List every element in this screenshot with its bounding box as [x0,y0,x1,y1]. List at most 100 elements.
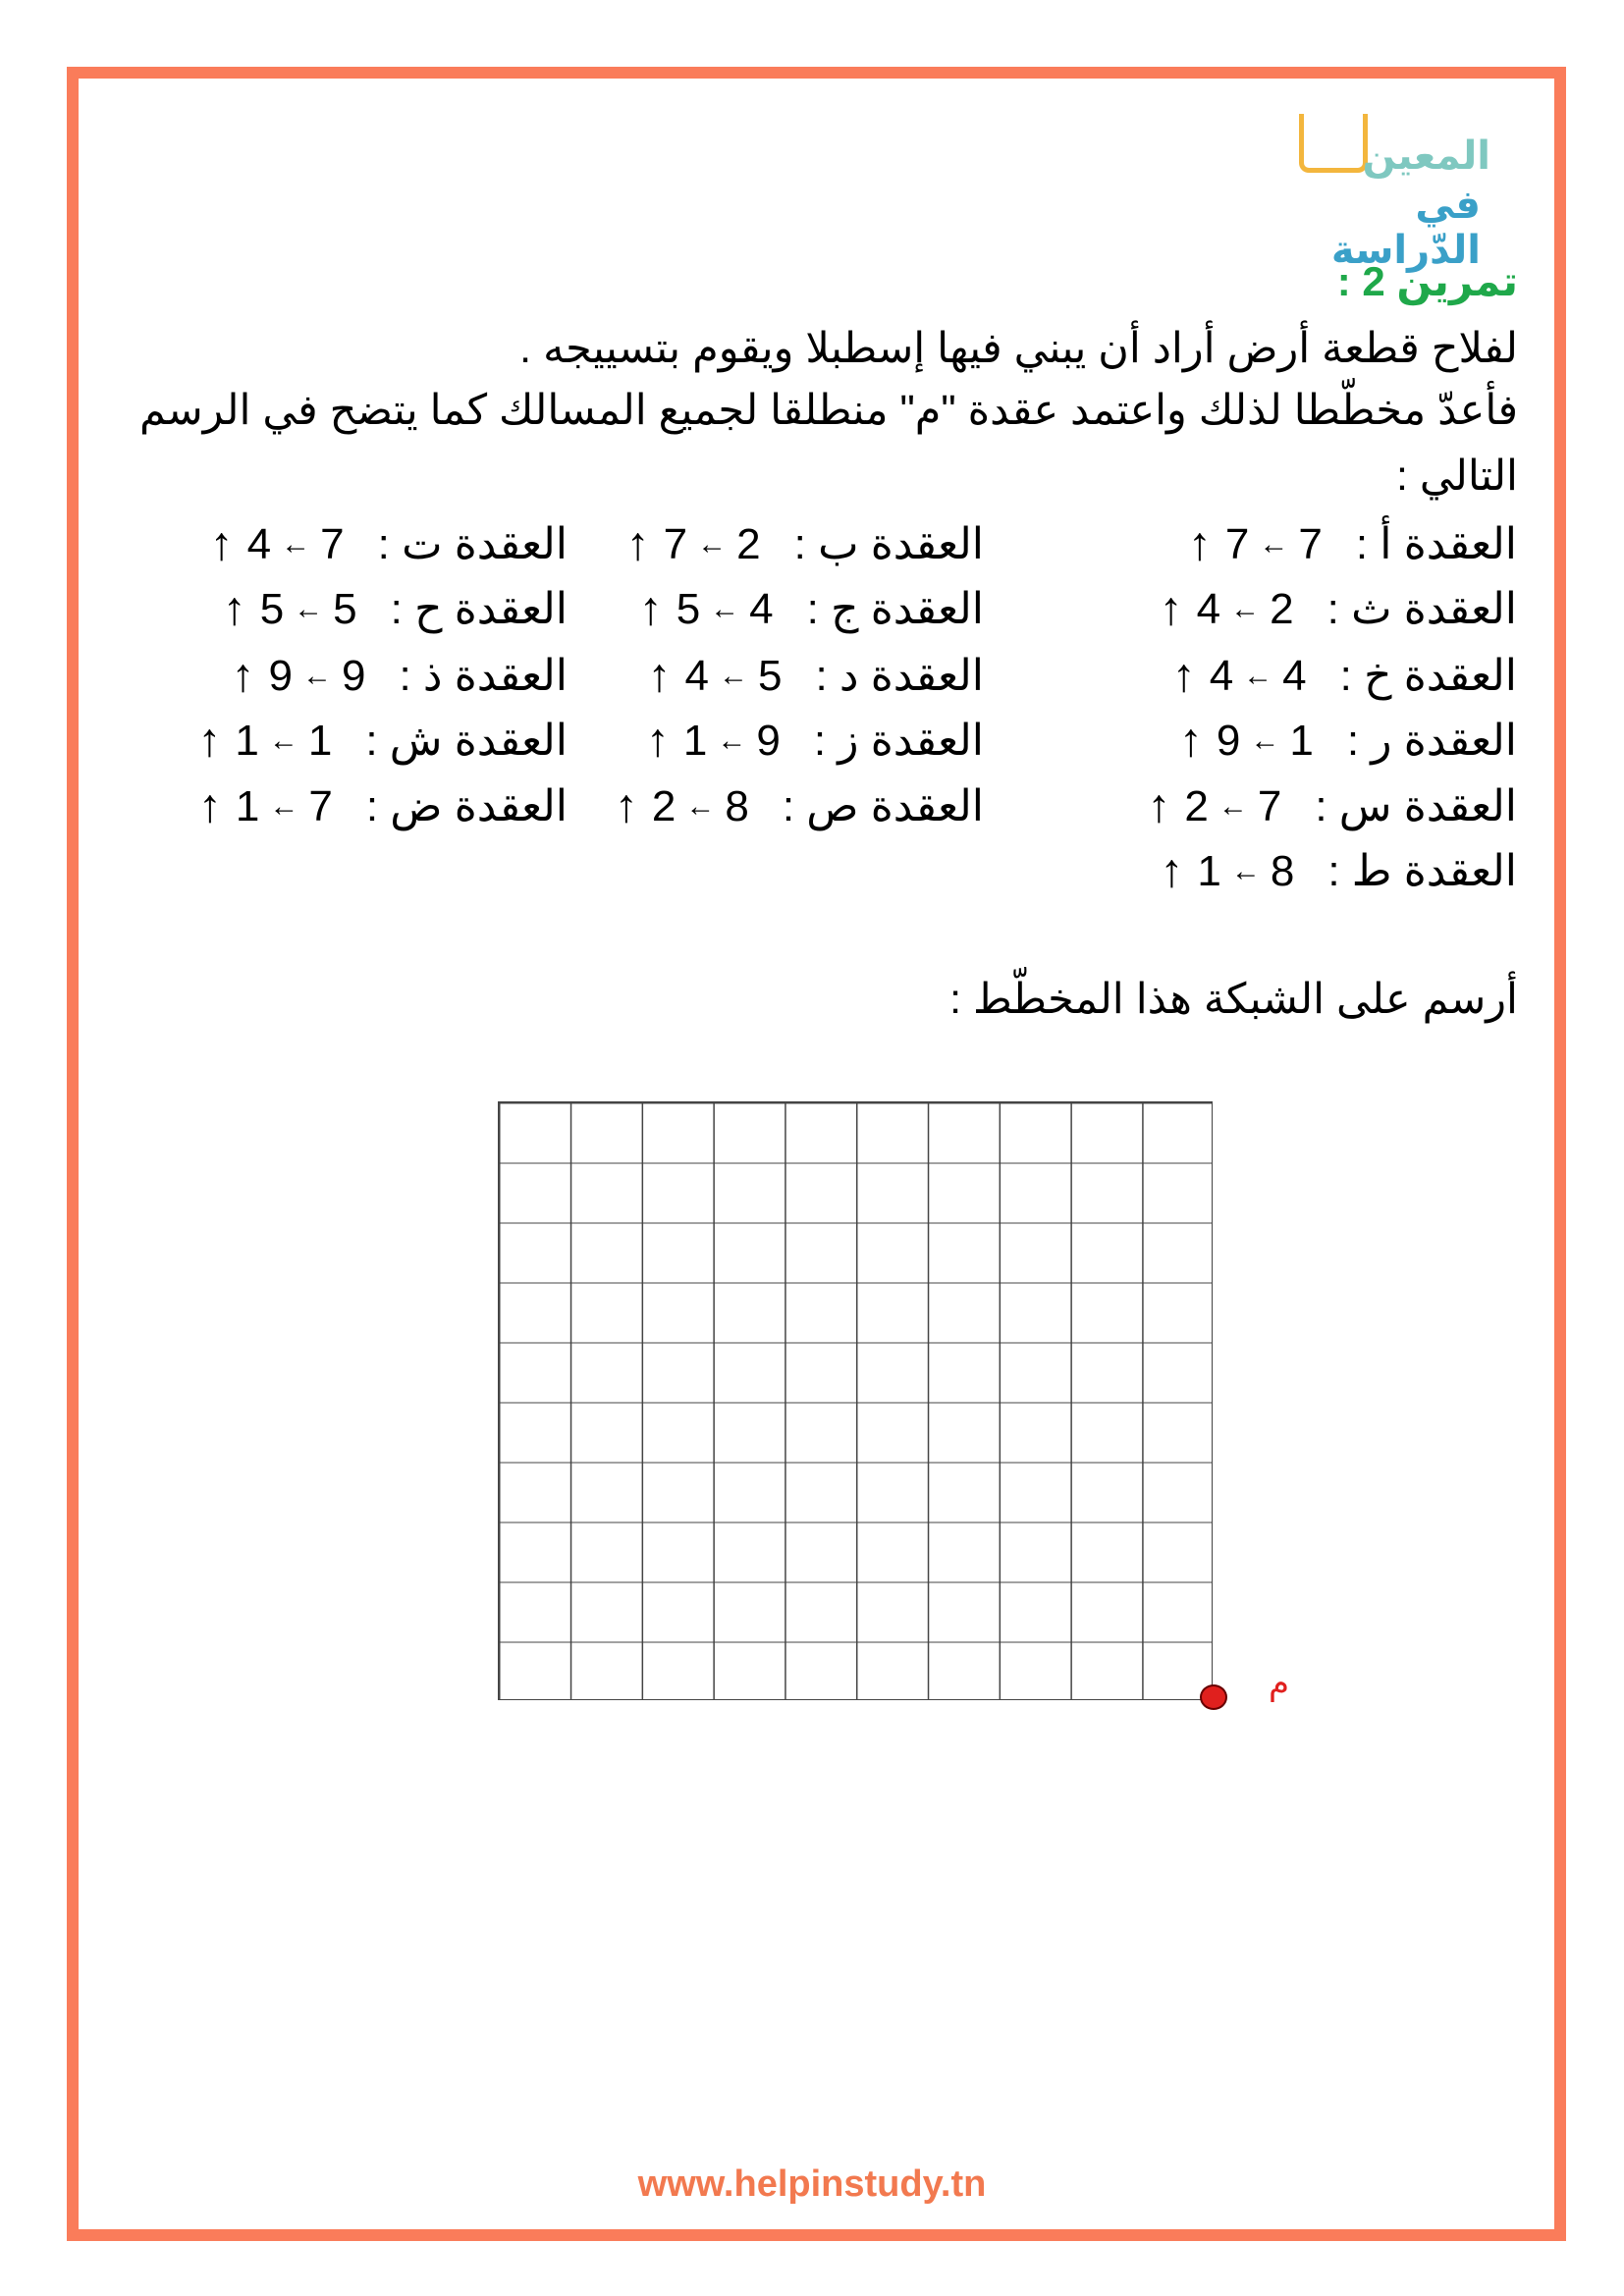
node-entry: العقدة ز : 9 ← 1 ↑ [646,714,984,768]
node-label: العقدة أ : [1355,520,1517,568]
arrow-left-icon: ← [1250,723,1280,757]
drawing-grid[interactable] [498,1101,1213,1700]
node-entry: العقدة ر : 1 ← 9 ↑ [1179,714,1517,768]
node-entry: العقدة ح : 5 ← 5 ↑ [223,582,568,636]
up-value: 4 [684,651,709,700]
arrow-left-icon: ← [1230,854,1261,887]
arrow-left-icon: ← [697,527,728,561]
logo: المعين في الدّراسة [1284,106,1500,272]
node-label: العقدة ت : [377,520,568,568]
left-value: 4 [1282,651,1307,700]
arrow-up-icon: ↑ [614,780,638,832]
logo-line2: في الدّراسة [1330,184,1481,272]
instruction: أرسم على الشبكة هذا المخطّط : [949,976,1518,1023]
node-entry: العقدة س : 7 ← 2 ↑ [1147,779,1517,833]
node-label: العقدة ر : [1346,717,1517,765]
left-value: 7 [308,781,333,830]
left-value: 1 [1289,716,1314,765]
arrow-up-icon: ↑ [1178,715,1203,767]
left-value: 8 [725,781,749,830]
node-entry: العقدة ذ :9 ← 9 ↑ [232,649,568,703]
left-value: 2 [1270,584,1294,633]
left-value: 7 [320,519,345,568]
arrow-up-icon: ↑ [197,715,222,767]
arrow-left-icon: ← [268,723,298,757]
arrow-up-icon: ↑ [645,715,670,767]
up-value: 1 [682,716,708,765]
up-value: 1 [1197,846,1221,895]
arrow-up-icon: ↑ [197,780,222,832]
left-value: 1 [307,716,333,765]
node-entry: العقدة ت : 7 ← 4 ↑ [210,517,568,571]
paragraph-line: فأعدّ مخطّطا لذلك واعتمد عقدة "م" منطلقا… [138,387,1518,434]
arrow-up-icon: ↑ [1187,518,1212,570]
node-entry: العقدة د : 5 ← 4 ↑ [648,649,985,703]
up-value: 4 [246,519,272,568]
node-label: العقدة خ : [1339,652,1517,700]
node-entry: العقدة أ :7 ← 7 ↑ [1188,517,1517,571]
node-label: العقدة ض : [365,782,568,830]
arrow-left-icon: ← [1230,592,1261,625]
footer-url: www.helpinstudy.tn [637,2163,987,2205]
node-entry: العقدة ش : 1 ← 1 ↑ [197,714,568,768]
paragraph-line: التالي : [1396,453,1518,500]
left-value: 7 [1257,781,1282,830]
page-frame [67,67,1566,2241]
arrow-left-icon: ← [294,592,324,625]
left-value: 9 [756,716,781,765]
arrow-up-icon: ↑ [231,650,255,702]
exercise-title: تمرين 2 : [1336,258,1518,304]
arrow-left-icon: ← [1243,659,1273,692]
node-entry: العقدة ط : 8 ← 1 ↑ [1160,844,1517,898]
node-label: العقدة ص : [782,782,984,830]
node-label: العقدة ط : [1327,847,1517,895]
up-value: 2 [651,781,677,830]
book-icon [1299,114,1368,173]
left-value: 7 [1298,519,1323,568]
arrow-left-icon: ← [710,592,740,625]
logo-line1: المعين [1362,134,1490,178]
node-label: العقدة ج : [806,585,984,633]
node-label: العقدة ذ : [399,652,568,700]
left-value: 4 [749,584,774,633]
arrow-left-icon: ← [717,723,747,757]
arrow-up-icon: ↑ [647,650,672,702]
left-value: 8 [1270,846,1295,895]
arrow-up-icon: ↑ [1147,780,1171,832]
node-entry: العقدة ث : 2 ← 4 ↑ [1160,582,1517,636]
up-value: 4 [1209,651,1234,700]
up-value: 5 [676,584,701,633]
node-label: العقدة ز : [813,717,984,765]
node-label: العقدة د : [815,652,984,700]
origin-node-dot [1200,1684,1227,1710]
up-value: 9 [1216,716,1241,765]
arrow-up-icon: ↑ [1159,583,1183,635]
arrow-up-icon: ↑ [222,583,246,635]
arrow-left-icon: ← [1218,789,1248,823]
arrow-up-icon: ↑ [209,518,234,570]
left-value: 5 [757,651,783,700]
left-value: 2 [736,519,761,568]
left-value: 9 [341,651,366,700]
up-value: 9 [268,651,293,700]
arrow-left-icon: ← [269,789,299,823]
node-label: العقدة س : [1315,782,1517,830]
node-entry: العقدة ج : 4 ← 5 ↑ [639,582,984,636]
node-label: العقدة ش : [365,717,568,765]
arrow-up-icon: ↑ [625,518,650,570]
up-value: 7 [663,519,688,568]
up-value: 5 [259,584,285,633]
node-label: العقدة ب : [793,520,984,568]
up-value: 2 [1184,781,1209,830]
arrow-up-icon: ↑ [1160,845,1184,897]
origin-label: م [1269,1665,1290,1702]
arrow-up-icon: ↑ [638,583,663,635]
arrow-left-icon: ← [281,527,311,561]
paragraph-line: لفلاح قطعة أرض أراد أن يبني فيها إسطبلا … [519,325,1518,372]
node-entry: العقدة ب : 2 ← 7 ↑ [626,517,984,571]
node-label: العقدة ح : [390,585,568,633]
up-value: 1 [235,716,259,765]
arrow-up-icon: ↑ [1171,650,1196,702]
left-value: 5 [333,584,357,633]
up-value: 7 [1224,519,1250,568]
